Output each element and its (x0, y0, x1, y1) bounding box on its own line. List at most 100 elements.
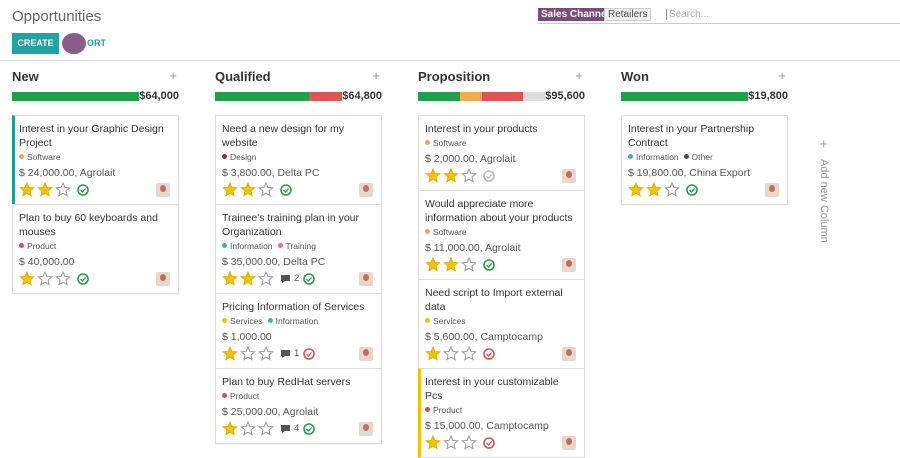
activity-status[interactable] (302, 422, 316, 436)
star[interactable] (443, 345, 459, 361)
star[interactable] (443, 434, 459, 450)
opportunity-card[interactable]: Plan to buy RedHat servers Product $ 25,00… (215, 368, 382, 444)
activity-ring (483, 169, 495, 182)
column-add-icon[interactable]: + (778, 68, 786, 83)
activity-status[interactable] (76, 272, 90, 286)
import-button[interactable]: ORT (87, 38, 106, 48)
search-placeholder[interactable]: Search... (666, 9, 709, 20)
star[interactable] (628, 181, 644, 197)
opportunity-card[interactable]: Need script to Import external data Servi… (418, 279, 585, 369)
star[interactable] (240, 420, 256, 436)
priority-stars[interactable] (425, 345, 479, 362)
priority-stars[interactable] (222, 420, 276, 437)
opportunity-card[interactable]: Interest in your Partnership Contract Inf… (621, 115, 788, 205)
star[interactable] (19, 181, 35, 197)
tag-name: Software (433, 227, 467, 237)
card-tags: Product (222, 391, 375, 403)
star[interactable] (240, 181, 256, 197)
avatar (359, 272, 373, 286)
column-total: $64,000 (139, 90, 179, 102)
star[interactable] (425, 256, 441, 272)
star[interactable] (240, 345, 256, 361)
opportunity-card[interactable]: Interest in your Graphic Design Project S… (12, 115, 179, 205)
search-facet: Sales Channel (538, 8, 613, 21)
column-add-icon[interactable]: + (372, 68, 380, 83)
star[interactable] (425, 345, 441, 361)
card-title: Interest in your Graphic Design Project (19, 123, 164, 149)
activity-status[interactable] (482, 169, 496, 183)
add-column-icon[interactable]: + (820, 136, 828, 151)
opportunity-card[interactable]: Pricing Information of Services Services I… (215, 293, 382, 369)
opportunity-card[interactable]: Trainee's training plan in your Organiza… (215, 204, 382, 294)
star[interactable] (664, 181, 680, 197)
star[interactable] (461, 434, 477, 450)
card-footer (628, 181, 781, 199)
priority-stars[interactable] (222, 270, 276, 287)
message-icon (281, 349, 290, 358)
activity-status[interactable] (302, 347, 316, 361)
activity-status[interactable] (302, 272, 316, 286)
tag-name: Software (433, 138, 467, 148)
opportunity-card[interactable]: Interest in your customizable Pcs Product… (418, 368, 585, 458)
priority-stars[interactable] (222, 345, 276, 362)
progress-bar (12, 92, 139, 101)
column-progress: $19,800 (621, 90, 788, 105)
add-column[interactable]: Add new Column (818, 159, 830, 243)
star[interactable] (258, 345, 274, 361)
tag: Product (19, 241, 56, 251)
star[interactable] (37, 270, 53, 286)
opportunity-card[interactable]: Interest in your products Software $ 2,000… (418, 115, 585, 191)
priority-stars[interactable] (425, 167, 479, 184)
column-add-icon[interactable]: + (575, 68, 583, 83)
bubble (281, 349, 290, 358)
activity-status[interactable] (482, 258, 496, 272)
star[interactable] (222, 420, 238, 436)
activity-check (486, 440, 492, 446)
star[interactable] (19, 270, 35, 286)
activity-status[interactable] (279, 183, 293, 197)
priority-stars[interactable] (628, 181, 682, 198)
priority-stars[interactable] (425, 434, 479, 451)
search-facet-value[interactable]: Retailers (604, 8, 652, 21)
star[interactable] (37, 181, 53, 197)
card-tags: Software (425, 227, 578, 239)
star[interactable] (443, 256, 459, 272)
card-title: Interest in your products (425, 123, 538, 135)
star[interactable] (222, 345, 238, 361)
activity-status[interactable] (482, 436, 496, 450)
activity-status[interactable] (685, 183, 699, 197)
activity-status[interactable] (482, 347, 496, 361)
star[interactable] (55, 181, 71, 197)
card-footer (425, 434, 578, 452)
star[interactable] (258, 420, 274, 436)
star[interactable] (222, 181, 238, 197)
activity-ring (77, 183, 89, 196)
priority-stars[interactable] (425, 256, 479, 273)
activity-status[interactable] (76, 183, 90, 197)
priority-stars[interactable] (222, 181, 276, 198)
opportunity-card[interactable]: Plan to buy 60 keyboards and mouses Produ… (12, 204, 179, 294)
column-add-icon[interactable]: + (169, 68, 177, 83)
search-bar[interactable]: Sales Channel Retailers Search... (538, 7, 900, 24)
star[interactable] (258, 181, 274, 197)
column-progress: $64,000 (12, 90, 179, 105)
priority-stars[interactable] (19, 181, 73, 198)
star[interactable] (461, 256, 477, 272)
star[interactable] (425, 167, 441, 183)
star[interactable] (258, 270, 274, 286)
opportunity-card[interactable]: Would appreciate more information about … (418, 190, 585, 280)
tag-dot (425, 229, 430, 234)
star[interactable] (461, 345, 477, 361)
star[interactable] (55, 270, 71, 286)
star[interactable] (461, 167, 477, 183)
star[interactable] (240, 270, 256, 286)
star[interactable] (425, 434, 441, 450)
avatar (359, 347, 373, 361)
star[interactable] (222, 270, 238, 286)
progress-bar (621, 92, 748, 101)
create-button[interactable]: CREATE (12, 33, 59, 54)
opportunity-card[interactable]: Need a new design for my website Design $ … (215, 115, 382, 205)
star[interactable] (443, 167, 459, 183)
star[interactable] (646, 181, 662, 197)
priority-stars[interactable] (19, 270, 73, 287)
